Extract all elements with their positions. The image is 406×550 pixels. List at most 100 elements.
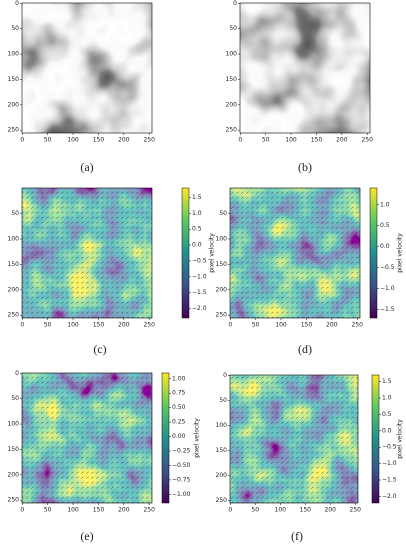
x-tick-label: 150 [93, 322, 105, 329]
y-tick-label: 150 [8, 261, 20, 268]
y-tick-label: 200 [8, 286, 20, 293]
y-tick-label: 150 [216, 447, 228, 454]
y-tick-label: 250 [226, 127, 238, 134]
x-tick-label: 150 [93, 507, 105, 514]
colorbar [161, 372, 170, 504]
colorbar-tick-label: −0.5 [380, 264, 395, 271]
x-tick-label: 100 [275, 507, 287, 514]
x-tick-label: 250 [143, 322, 155, 329]
y-tick-label: 0 [223, 372, 227, 379]
x-tick-label: 150 [93, 137, 105, 144]
x-tick-label: 50 [262, 137, 270, 144]
image [22, 3, 152, 133]
y-tick-label: 0 [15, 0, 19, 7]
y-tick-label: 150 [8, 446, 20, 453]
y-tick-label: 150 [8, 76, 20, 83]
quiver-field [230, 188, 360, 318]
y-tick-label: 150 [226, 76, 238, 83]
colorbar-tick-label: 0.25 [172, 419, 186, 426]
colorbar-tick-label: 1.5 [382, 378, 392, 385]
x-tick-label: 250 [350, 507, 362, 514]
y-tick-label: 50 [229, 25, 237, 32]
y-tick-label: 50 [11, 25, 19, 32]
y-tick-label: 150 [216, 261, 228, 268]
y-tick-label: 100 [8, 236, 20, 243]
colorbar-tick-label: 0.0 [192, 242, 202, 249]
y-tick-label: 200 [8, 101, 20, 108]
x-tick-label: 200 [118, 507, 130, 514]
caption: (a) [80, 160, 93, 174]
x-tick-label: 50 [44, 322, 52, 329]
x-tick-label: 50 [44, 137, 52, 144]
y-tick-label: 250 [216, 312, 228, 319]
y-tick-label: 200 [226, 101, 238, 108]
colorbar-tick-label: 0.00 [172, 433, 186, 440]
colorbar-label: pixel velocity [209, 233, 216, 273]
colorbar [181, 187, 190, 319]
x-tick-label: 0 [20, 137, 24, 144]
colorbar-label: pixel velocity [194, 418, 201, 458]
axes-frame [229, 187, 361, 319]
x-tick-label: 0 [20, 507, 24, 514]
x-tick-label: 50 [44, 507, 52, 514]
colorbar-label: pixel velocity [397, 419, 404, 459]
colorbar-tick-label: 0.0 [382, 427, 392, 434]
x-tick-label: 200 [336, 137, 348, 144]
y-tick-label: 100 [226, 51, 238, 58]
y-tick-label: 0 [15, 370, 19, 377]
caption: (c) [93, 342, 106, 356]
x-tick-label: 150 [301, 322, 313, 329]
axes-frame [21, 187, 153, 319]
colorbar-tick-label: 1.00 [172, 375, 186, 382]
colorbar-tick-label: −0.5 [192, 257, 207, 264]
y-tick-label: 0 [233, 0, 237, 7]
colorbar-tick-label: −0.50 [172, 462, 191, 469]
colorbar-tick-label: 0.5 [382, 411, 392, 418]
y-tick-label: 200 [216, 286, 228, 293]
x-tick-label: 100 [67, 507, 79, 514]
colorbar-tick-label: 0.75 [172, 390, 186, 397]
colorbar-tick-label: 0.0 [380, 243, 390, 250]
x-tick-label: 150 [300, 507, 312, 514]
colorbar-tick-label: −2.0 [192, 305, 207, 312]
colorbar-tick-label: −1.00 [172, 491, 191, 498]
x-tick-label: 50 [251, 507, 259, 514]
quiver-field [22, 373, 152, 503]
y-tick-label: 50 [219, 210, 227, 217]
axes-frame [21, 372, 153, 504]
quiver-field [230, 375, 358, 503]
caption: (e) [80, 529, 93, 543]
colorbar-tick-label: −0.75 [172, 476, 191, 483]
colorbar-tick-label: −1.0 [192, 273, 207, 280]
colorbar-tick-label: 0.50 [172, 404, 186, 411]
y-tick-label: 100 [216, 236, 228, 243]
x-tick-label: 0 [228, 322, 232, 329]
caption: (d) [298, 342, 312, 356]
x-tick-label: 250 [351, 322, 363, 329]
axes-frame [239, 2, 371, 134]
x-tick-label: 200 [118, 137, 130, 144]
colorbar-label: pixel velocity [397, 233, 404, 273]
y-tick-label: 250 [216, 497, 228, 504]
x-tick-label: 0 [228, 507, 232, 514]
x-tick-label: 100 [285, 137, 297, 144]
colorbar-tick-label: −1.0 [382, 460, 397, 467]
quiver-field [22, 188, 152, 318]
x-tick-label: 150 [311, 137, 323, 144]
x-tick-label: 200 [118, 322, 130, 329]
x-tick-label: 50 [252, 322, 260, 329]
x-tick-label: 250 [143, 507, 155, 514]
colorbar-tick-label: −1.0 [380, 285, 395, 292]
colorbar [371, 374, 380, 504]
colorbar-tick-label: −0.25 [172, 448, 191, 455]
caption: (b) [298, 160, 312, 174]
axes-frame [229, 374, 359, 504]
y-tick-label: 200 [216, 472, 228, 479]
colorbar-tick-label: 1.0 [380, 201, 390, 208]
colorbar-tick-label: −1.5 [192, 289, 207, 296]
x-tick-label: 200 [326, 322, 338, 329]
y-tick-label: 50 [219, 397, 227, 404]
y-tick-label: 250 [8, 127, 20, 134]
y-tick-label: 100 [8, 51, 20, 58]
